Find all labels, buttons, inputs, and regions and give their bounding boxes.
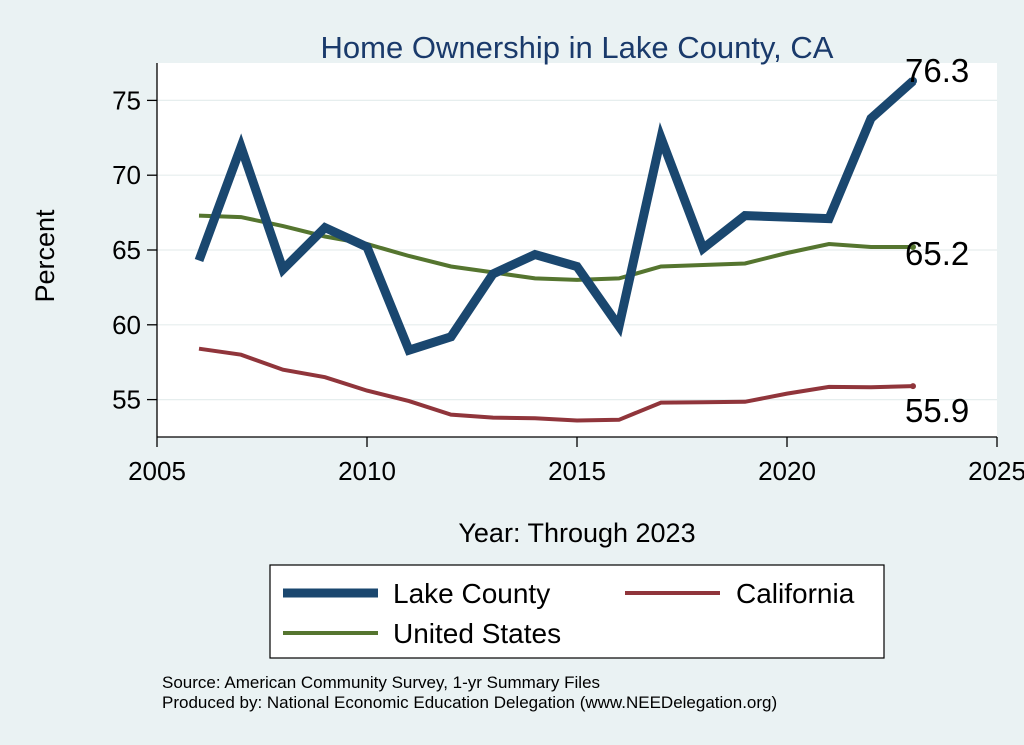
x-axis-title: Year: Through 2023 xyxy=(458,518,695,548)
x-tick-label: 2005 xyxy=(128,456,186,486)
y-tick-label: 65 xyxy=(112,235,141,265)
source-note: Source: American Community Survey, 1-yr … xyxy=(162,673,600,692)
x-tick-label: 2015 xyxy=(548,456,606,486)
produced-by-note: Produced by: National Economic Education… xyxy=(162,693,777,712)
y-axis-title: Percent xyxy=(30,209,60,303)
series-endpoint-lake-county xyxy=(909,76,917,85)
y-tick-label: 70 xyxy=(112,160,141,190)
end-label-united-states: 65.2 xyxy=(905,235,969,272)
legend-box xyxy=(269,564,885,659)
chart-title: Home Ownership in Lake County, CA xyxy=(321,30,834,65)
series-group xyxy=(194,76,917,423)
end-label-california: 55.9 xyxy=(905,392,969,429)
series-line-california xyxy=(198,346,914,423)
end-label-lake-county: 76.3 xyxy=(905,52,969,89)
x-tick-label: 2025 xyxy=(968,456,1024,486)
legend-label-united-states: United States xyxy=(393,618,561,649)
y-tick-label: 75 xyxy=(112,85,141,115)
legend-label-california: California xyxy=(736,578,855,609)
x-axis: 2005 2010 2015 2020 2025 xyxy=(128,437,1024,486)
y-tick-label: 55 xyxy=(112,385,141,415)
series-line-lake-county xyxy=(194,77,916,356)
legend-label-lake-county: Lake County xyxy=(393,578,550,609)
y-tick-label: 60 xyxy=(112,310,141,340)
y-axis: 55 60 65 70 75 xyxy=(112,85,157,415)
x-tick-label: 2020 xyxy=(758,456,816,486)
x-tick-label: 2010 xyxy=(338,456,396,486)
legend: Lake County California United States xyxy=(269,564,885,659)
series-endpoint-california xyxy=(910,383,916,390)
series-endpoint-united-states xyxy=(910,244,916,251)
